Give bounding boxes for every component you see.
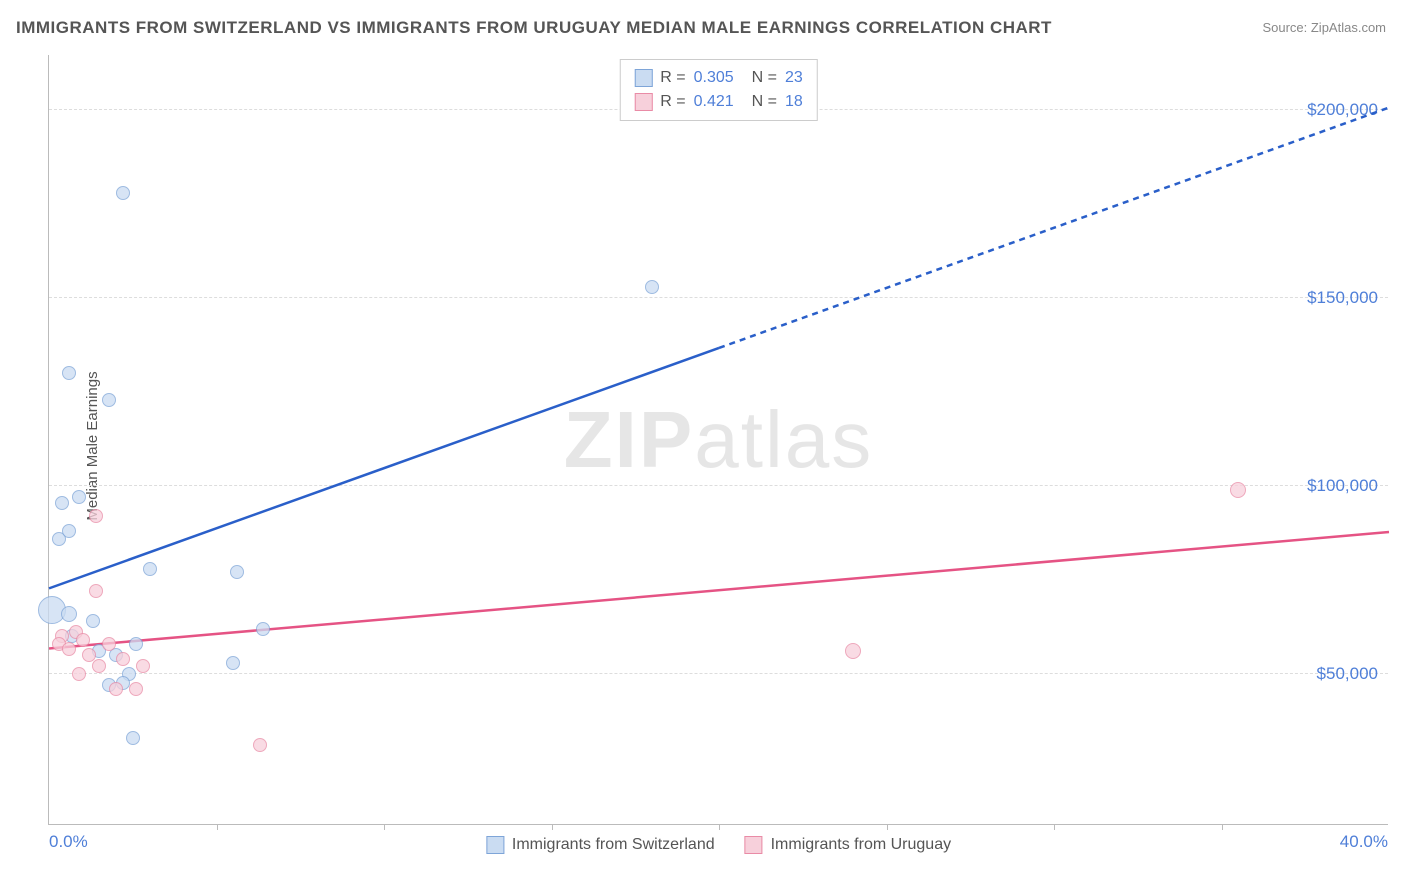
scatter-point-uruguay [109, 682, 123, 696]
scatter-point-uruguay [845, 643, 861, 659]
source-attribution: Source: ZipAtlas.com [1262, 20, 1386, 35]
x-tick-mark [719, 824, 720, 830]
scatter-point-uruguay [62, 642, 76, 656]
scatter-point-switzerland [62, 366, 76, 380]
scatter-point-switzerland [86, 614, 100, 628]
scatter-point-switzerland [645, 280, 659, 294]
legend-n-value: 23 [785, 66, 803, 90]
legend-series: Immigrants from Switzerland Immigrants fr… [486, 836, 951, 854]
scatter-point-switzerland [72, 490, 86, 504]
scatter-point-uruguay [129, 682, 143, 696]
legend-n-value: 18 [785, 90, 803, 114]
legend-n-label: N = [752, 90, 777, 114]
legend-correlation-row: R = 0.421 N = 18 [634, 90, 802, 114]
scatter-point-switzerland [55, 496, 69, 510]
scatter-point-uruguay [116, 652, 130, 666]
trend-line [49, 348, 719, 588]
legend-r-label: R = [660, 90, 685, 114]
legend-series-label: Immigrants from Switzerland [512, 836, 715, 854]
scatter-point-uruguay [136, 659, 150, 673]
legend-swatch [634, 69, 652, 87]
scatter-point-uruguay [89, 584, 103, 598]
scatter-point-switzerland [102, 393, 116, 407]
scatter-point-uruguay [92, 659, 106, 673]
scatter-point-switzerland [116, 186, 130, 200]
scatter-point-switzerland [61, 606, 77, 622]
scatter-point-switzerland [226, 656, 240, 670]
x-tick-mark [1222, 824, 1223, 830]
legend-r-value: 0.421 [694, 90, 744, 114]
legend-correlation-row: R = 0.305 N = 23 [634, 66, 802, 90]
x-tick-mark [1054, 824, 1055, 830]
scatter-point-uruguay [76, 633, 90, 647]
x-tick-mark [384, 824, 385, 830]
scatter-point-switzerland [126, 731, 140, 745]
scatter-point-switzerland [143, 562, 157, 576]
x-tick-mark [887, 824, 888, 830]
x-tick-max: 40.0% [1340, 832, 1388, 852]
scatter-point-switzerland [230, 565, 244, 579]
legend-series-item: Immigrants from Uruguay [745, 836, 952, 854]
trend-line [719, 108, 1389, 348]
legend-n-label: N = [752, 66, 777, 90]
legend-swatch [486, 836, 504, 854]
trend-line [49, 532, 1389, 648]
legend-r-value: 0.305 [694, 66, 744, 90]
legend-swatch [634, 93, 652, 111]
scatter-point-switzerland [256, 622, 270, 636]
scatter-point-switzerland [129, 637, 143, 651]
trend-lines-svg [49, 55, 1388, 824]
plot-area: ZIPatlas $50,000$100,000$150,000$200,000… [48, 55, 1388, 825]
scatter-point-uruguay [1230, 482, 1246, 498]
chart-title: IMMIGRANTS FROM SWITZERLAND VS IMMIGRANT… [16, 18, 1052, 38]
x-tick-min: 0.0% [49, 832, 88, 852]
scatter-point-uruguay [102, 637, 116, 651]
legend-r-label: R = [660, 66, 685, 90]
scatter-point-switzerland [62, 524, 76, 538]
x-tick-mark [217, 824, 218, 830]
legend-swatch [745, 836, 763, 854]
legend-series-label: Immigrants from Uruguay [771, 836, 952, 854]
scatter-point-uruguay [72, 667, 86, 681]
x-tick-mark [552, 824, 553, 830]
scatter-point-uruguay [253, 738, 267, 752]
legend-series-item: Immigrants from Switzerland [486, 836, 715, 854]
scatter-point-uruguay [89, 509, 103, 523]
legend-correlation: R = 0.305 N = 23 R = 0.421 N = 18 [619, 59, 817, 121]
